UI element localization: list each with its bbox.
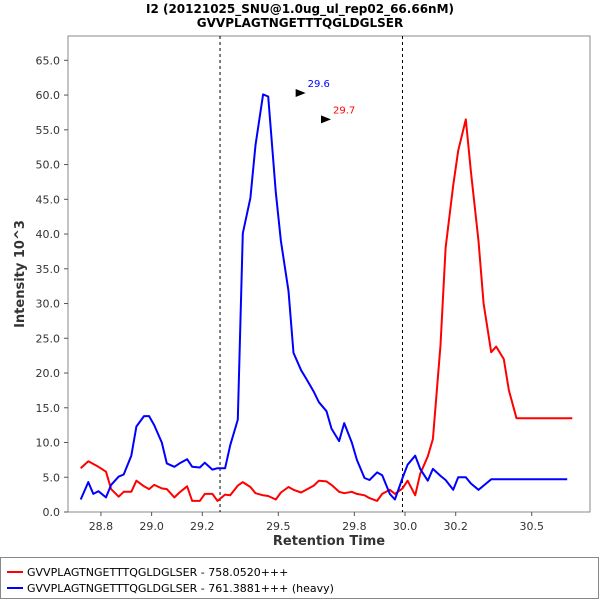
y-tick-label: 50.0: [36, 159, 61, 172]
x-tick-label: 29.2: [190, 520, 215, 533]
x-tick-label: 30.0: [393, 520, 418, 533]
legend-item-heavy: GVVPLAGTNGETTTQGLDGLSER - 761.3881+++ (h…: [7, 580, 334, 596]
legend-label-heavy: GVVPLAGTNGETTTQGLDGLSER - 761.3881+++ (h…: [27, 581, 334, 595]
x-tick-label: 29.0: [139, 520, 164, 533]
y-tick-label: 0.0: [43, 506, 61, 519]
y-tick-label: 45.0: [36, 193, 61, 206]
plot-svg: 0.0 5.0 10.0 15.0 20.0 25.0 30.0 35.0 40.0 45.0 50…: [13, 35, 591, 549]
x-tick-label: 30.2: [443, 520, 468, 533]
peak-marker: [321, 115, 331, 124]
chart-subtitle: GVVPLAGTNGETTTQGLDGLSER: [196, 16, 404, 30]
y-tick-label: 40.0: [36, 228, 61, 241]
axes-layer: 0.0 5.0 10.0 15.0 20.0 25.0 30.0 35.0 40.0 45.0 50…: [36, 35, 591, 533]
x-tick-label: 29.5: [266, 520, 291, 533]
y-tick-label: 25.0: [36, 332, 61, 345]
series-line: [79, 93, 568, 501]
peak-label: 29.6: [308, 79, 330, 90]
peak-label: 29.7: [333, 105, 355, 116]
x-tick-label: 30.5: [519, 520, 544, 533]
x-tick-label: 29.8: [342, 520, 367, 533]
y-tick-label: 35.0: [36, 263, 61, 276]
y-axis-label: Intensity 10^3: [13, 220, 28, 328]
series-line: [80, 118, 573, 502]
y-tick-label: 30.0: [36, 298, 61, 311]
legend: GVVPLAGTNGETTTQGLDGLSER - 758.0520+++ GV…: [0, 557, 599, 599]
peak-marker: [295, 88, 306, 97]
y-tick-label: 60.0: [36, 89, 61, 102]
legend-item-light: GVVPLAGTNGETTTQGLDGLSER - 758.0520+++: [7, 564, 288, 580]
legend-swatch-red: [7, 571, 23, 573]
y-tick-label: 10.0: [36, 437, 61, 450]
legend-label-light: GVVPLAGTNGETTTQGLDGLSER - 758.0520+++: [27, 565, 289, 579]
x-axis-label: Retention Time: [273, 534, 385, 549]
chart-title: I2 (20121025_SNU@1.0ug_ul_rep02_66.66nM): [145, 2, 455, 16]
series-layer: [79, 93, 573, 502]
y-tick-label: 65.0: [36, 54, 61, 67]
y-tick-label: 5.0: [43, 471, 61, 484]
annotations-layer: 29.6 29.7: [295, 79, 355, 124]
y-tick-label: 15.0: [36, 402, 61, 415]
legend-swatch-blue: [7, 587, 23, 589]
plot-frame: [67, 35, 591, 513]
x-tick-label: 28.8: [89, 520, 114, 533]
y-tick-label: 20.0: [36, 367, 61, 380]
y-tick-label: 55.0: [36, 124, 61, 137]
